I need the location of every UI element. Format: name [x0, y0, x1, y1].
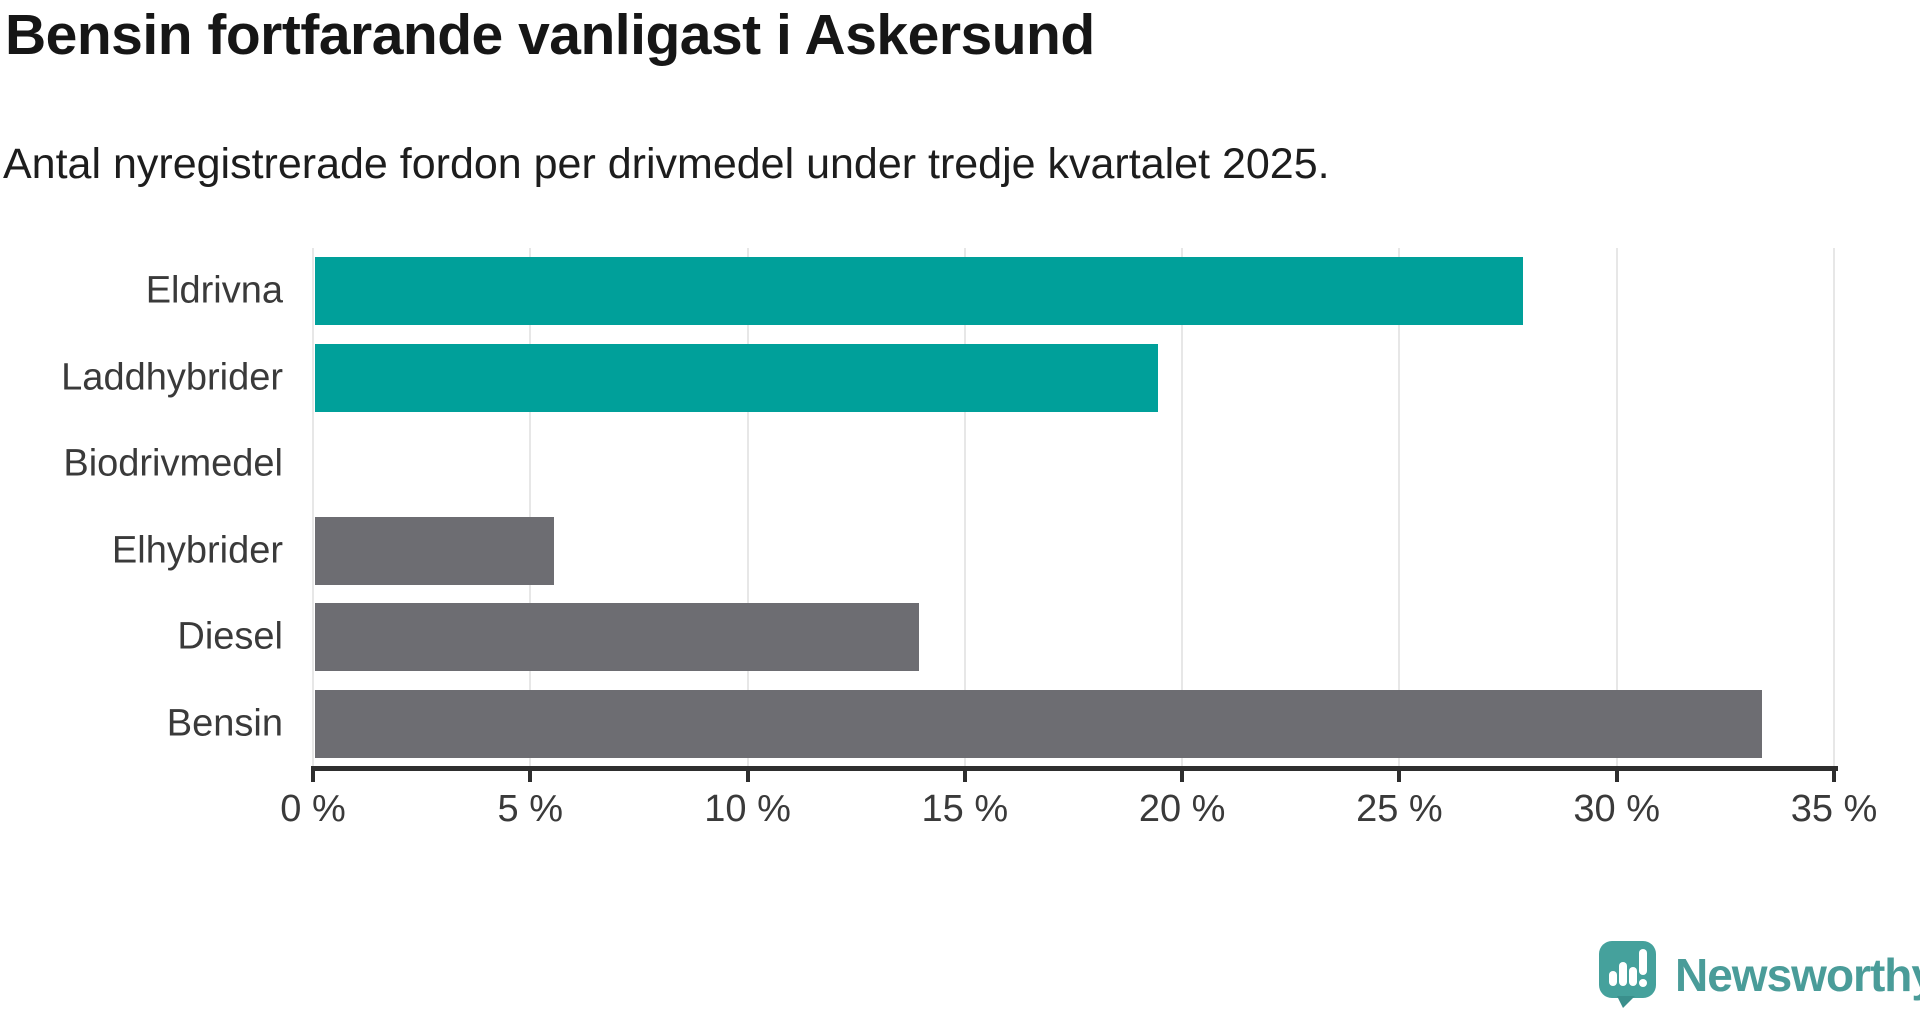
gridline — [1398, 248, 1401, 767]
newsworthy-logo-text: Newsworthy — [1675, 948, 1920, 1001]
bar-label: Bensin — [166, 702, 283, 745]
x-axis-tick — [311, 771, 315, 782]
gridline — [746, 248, 749, 767]
gridline — [1615, 248, 1618, 767]
bar-row: Bensin — [167, 681, 1834, 768]
bar-row: Elhybrider — [112, 508, 1834, 595]
x-axis-tick — [962, 771, 967, 782]
bar-label: Eldrivna — [145, 269, 283, 312]
bar-row: Diesel — [177, 594, 1834, 681]
gridline — [963, 248, 966, 767]
bar — [315, 343, 1159, 412]
bar-label: Laddhybrider — [61, 356, 283, 399]
gridline — [1181, 248, 1184, 767]
x-axis-tick-label: 20 % — [1138, 788, 1226, 830]
bar — [315, 516, 554, 585]
chart-title: Bensin fortfarande vanligast i Askersund — [5, 3, 1095, 67]
x-axis-tick — [1180, 771, 1185, 782]
bar-row: Biodrivmedel — [63, 421, 1834, 508]
gridline — [529, 248, 532, 767]
x-axis-tick — [1832, 771, 1836, 782]
x-axis-line — [311, 766, 1838, 771]
x-axis-tick — [528, 771, 533, 782]
x-axis-tick-label: 5 % — [497, 788, 564, 830]
gridline — [1833, 248, 1835, 767]
x-axis-tick — [1614, 771, 1619, 782]
bar-rows: Eldrivna Laddhybrider Biodrivmedel Elhybrid… — [61, 248, 1834, 768]
plot-area: Eldrivna Laddhybrider Biodrivmedel Elhybrid… — [61, 248, 1877, 830]
gridline — [312, 248, 314, 767]
x-axis-tick-label: 15 % — [921, 788, 1009, 830]
x-axis-tick-label: 10 % — [704, 788, 791, 830]
x-axis-tick-label: 25 % — [1356, 788, 1443, 830]
speech-bubble-bar-chart-icon — [1599, 941, 1656, 1008]
bar-label: Biodrivmedel — [63, 442, 283, 485]
x-axis-tick — [1397, 771, 1402, 782]
bar-label: Diesel — [177, 615, 283, 658]
bar — [315, 257, 1524, 326]
bar-label: Elhybrider — [111, 529, 283, 572]
bar-row: Laddhybrider — [61, 335, 1834, 422]
newsworthy-logo: Newsworthy — [1598, 940, 1920, 1009]
x-axis-tick-label: 30 % — [1573, 788, 1661, 830]
x-axis-tick-label: 35 % — [1790, 788, 1878, 830]
bar — [315, 689, 1763, 758]
x-axis-tick — [745, 771, 750, 782]
chart-subtitle: Antal nyregistrerade fordon per drivmede… — [3, 140, 1330, 188]
bar — [315, 603, 920, 672]
bar-row: Eldrivna — [146, 248, 1834, 335]
x-axis-tick-label: 0 % — [280, 788, 346, 830]
